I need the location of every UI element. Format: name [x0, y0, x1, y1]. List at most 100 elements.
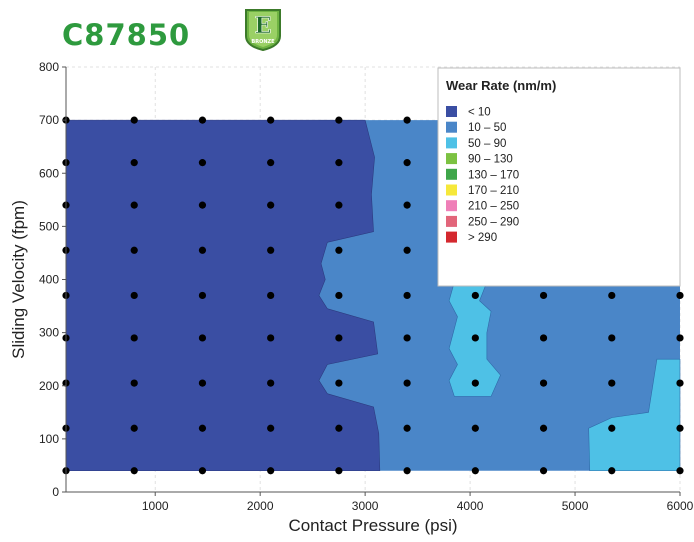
x-tick-label: 4000	[457, 499, 484, 513]
sample-point	[267, 291, 275, 300]
sample-point	[198, 116, 207, 124]
sample-point	[198, 334, 207, 342]
sample-point	[403, 246, 411, 254]
sample-point	[267, 467, 275, 475]
y-tick-label: 400	[39, 273, 59, 287]
sample-point	[676, 379, 684, 387]
axes-layer: 0 100 200 300 400 500 600 700 800 1000 2000 3000 400…	[39, 60, 694, 513]
legend-swatch	[446, 215, 457, 227]
sample-point	[471, 334, 479, 342]
badge-letter: E	[255, 13, 272, 39]
sample-point	[608, 379, 616, 387]
sample-point	[403, 201, 411, 209]
sample-point	[198, 379, 207, 387]
sample-point	[608, 291, 616, 300]
legend-entry-label: 10 – 50	[468, 122, 506, 134]
sample-point	[198, 291, 207, 300]
sample-point	[403, 334, 411, 342]
sample-point	[130, 116, 138, 124]
x-axis-title: Contact Pressure (psi)	[288, 516, 457, 535]
x-tick-label: 3000	[352, 499, 379, 513]
x-tick-label: 6000	[667, 499, 694, 513]
sample-point	[335, 201, 343, 209]
legend-swatch	[446, 137, 457, 149]
sample-point	[539, 291, 548, 300]
legend-entry-label: 210 – 250	[468, 201, 519, 213]
legend-swatch	[446, 200, 457, 212]
sample-point	[130, 201, 138, 209]
legend: Wear Rate (nm/m) < 10 10 – 50 50 – 90 90 – 1…	[437, 67, 681, 287]
sample-point	[198, 424, 207, 432]
y-tick-label: 300	[39, 326, 59, 340]
sample-point	[267, 246, 275, 254]
y-tick-label: 500	[39, 219, 59, 233]
y-tick-label: 100	[39, 432, 59, 446]
sample-point	[198, 467, 207, 475]
sample-point	[198, 159, 207, 167]
sample-point	[676, 467, 684, 475]
sample-point	[335, 379, 343, 387]
sample-point	[608, 467, 616, 475]
sample-point	[130, 291, 138, 300]
sample-point	[130, 246, 138, 254]
legend-entry-label: 170 – 210	[468, 185, 519, 197]
header: C87850 E BRONZE	[0, 0, 694, 60]
sample-point	[403, 159, 411, 167]
legend-entry-label: 90 – 130	[468, 154, 513, 166]
legend-title: Wear Rate (nm/m)	[446, 78, 556, 93]
sample-point	[335, 291, 343, 300]
sample-point	[130, 334, 138, 342]
y-tick-label: 700	[39, 113, 59, 127]
y-tick-label: 600	[39, 166, 59, 180]
legend-entry-label: 50 – 90	[468, 138, 506, 150]
region-lt-10	[65, 119, 381, 472]
sample-point	[676, 291, 684, 300]
legend-entry-label: > 290	[468, 232, 497, 244]
legend-swatch	[446, 121, 457, 133]
sample-point	[335, 246, 343, 254]
sample-point	[267, 334, 275, 342]
sample-point	[335, 467, 343, 475]
sample-point	[267, 379, 275, 387]
legend-entry-label: 130 – 170	[468, 169, 519, 181]
sample-point	[539, 467, 548, 475]
product-code-title: C87850	[62, 18, 191, 52]
sample-point	[539, 334, 548, 342]
x-tick-label: 1000	[142, 499, 169, 513]
y-tick-label: 800	[39, 60, 59, 74]
sample-point	[403, 379, 411, 387]
legend-swatch	[446, 106, 457, 117]
legend-swatch	[446, 168, 457, 180]
legend-entry-label: 250 – 290	[468, 216, 519, 228]
sample-point	[539, 424, 548, 432]
legend-swatch	[446, 231, 457, 243]
sample-point	[608, 334, 616, 342]
sample-point	[403, 467, 411, 475]
sample-point	[403, 116, 411, 124]
sample-point	[403, 424, 411, 432]
sample-point	[676, 334, 684, 342]
legend-swatch	[446, 153, 457, 165]
sample-point	[676, 424, 684, 432]
badge-subtext: BRONZE	[251, 39, 275, 45]
x-tick-label: 2000	[247, 499, 274, 513]
sample-point	[130, 424, 138, 432]
sample-point	[403, 291, 411, 300]
y-tick-label: 0	[52, 485, 59, 499]
x-tick-label: 5000	[562, 499, 589, 513]
sample-point	[608, 424, 616, 432]
region-50-90-1	[588, 358, 681, 472]
sample-point	[198, 246, 207, 254]
sample-point	[130, 467, 138, 475]
sample-point	[335, 424, 343, 432]
sample-point	[471, 424, 479, 432]
sample-point	[130, 159, 138, 167]
sample-point	[335, 334, 343, 342]
sample-point	[198, 201, 207, 209]
sample-point	[471, 467, 479, 475]
sample-point	[471, 379, 479, 387]
sample-point	[267, 159, 275, 167]
legend-box	[437, 67, 681, 287]
y-axis-title: Sliding Velocity (fpm)	[9, 200, 28, 359]
